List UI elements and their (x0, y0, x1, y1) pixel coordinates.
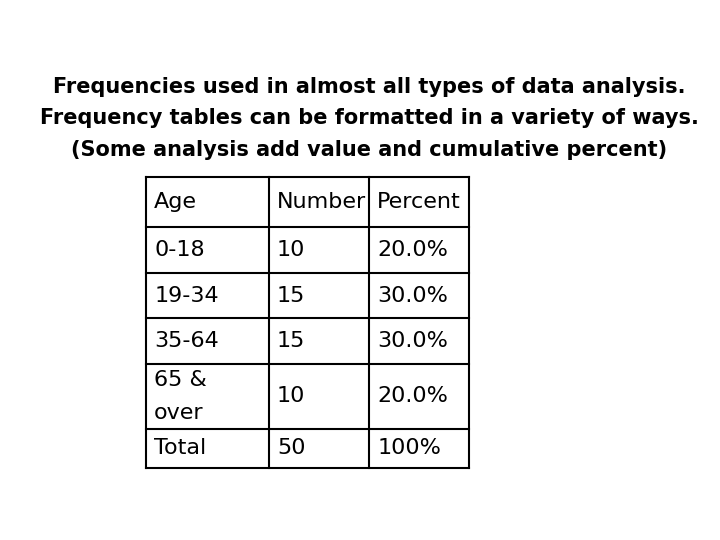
Text: Frequencies used in almost all types of data analysis.: Frequencies used in almost all types of … (53, 77, 685, 97)
Text: 10: 10 (277, 387, 305, 407)
Text: 15: 15 (277, 286, 305, 306)
Text: 10: 10 (277, 240, 305, 260)
Text: 0-18: 0-18 (154, 240, 204, 260)
Text: 35-64: 35-64 (154, 332, 219, 352)
Text: Age: Age (154, 192, 197, 212)
Text: 19-34: 19-34 (154, 286, 219, 306)
Text: over: over (154, 402, 204, 422)
Text: Total: Total (154, 438, 207, 458)
Text: Percent: Percent (377, 192, 461, 212)
Text: Frequency tables can be formatted in a variety of ways.: Frequency tables can be formatted in a v… (40, 109, 698, 129)
Text: 30.0%: 30.0% (377, 286, 449, 306)
Text: 50: 50 (277, 438, 305, 458)
Text: 30.0%: 30.0% (377, 332, 449, 352)
Text: 65 &: 65 & (154, 370, 207, 390)
Text: 15: 15 (277, 332, 305, 352)
Text: 20.0%: 20.0% (377, 240, 449, 260)
Text: (Some analysis add value and cumulative percent): (Some analysis add value and cumulative … (71, 140, 667, 160)
Text: 100%: 100% (377, 438, 441, 458)
Text: 20.0%: 20.0% (377, 387, 449, 407)
Text: Number: Number (277, 192, 366, 212)
